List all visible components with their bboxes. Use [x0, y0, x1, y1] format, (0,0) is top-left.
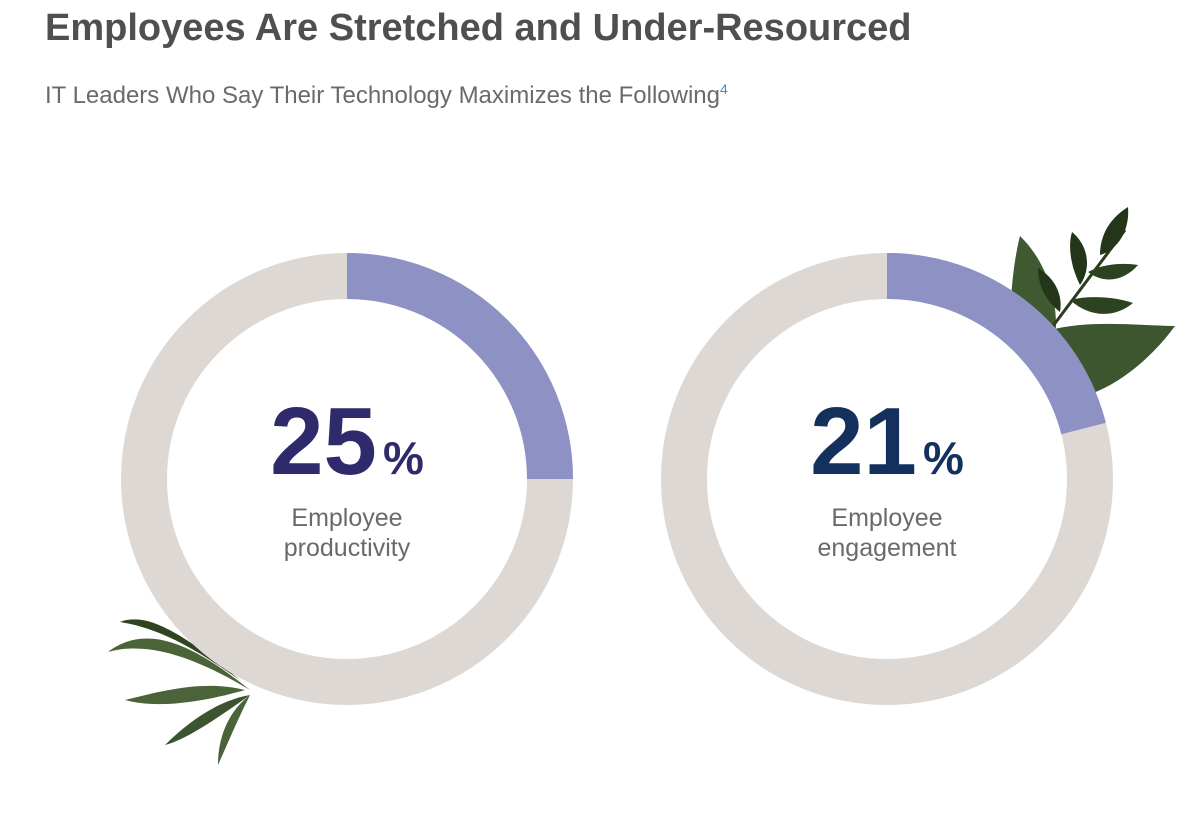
donut-arc: [346, 253, 573, 480]
leaf: [1070, 232, 1087, 285]
page-title: Employees Are Stretched and Under-Resour…: [45, 7, 912, 49]
leaf: [1100, 207, 1129, 255]
category-label: Employee productivity: [284, 504, 411, 562]
leaf: [165, 695, 250, 745]
footnote-ref: 4: [720, 81, 728, 97]
leaf: [1038, 268, 1061, 312]
leaf: [125, 685, 245, 705]
value-label: 21%: [810, 388, 964, 495]
subtitle: IT Leaders Who Say Their Technology Maxi…: [45, 81, 728, 109]
leaf: [1070, 297, 1133, 314]
leaves-left: [108, 619, 250, 765]
category-label: Employee engagement: [817, 504, 956, 562]
subtitle-text: IT Leaders Who Say Their Technology Maxi…: [45, 82, 720, 109]
leaf: [1088, 263, 1138, 280]
value-label: 25%: [270, 388, 424, 495]
leaf: [218, 695, 250, 765]
donut-arc: [886, 253, 1106, 435]
leaf: [108, 638, 250, 690]
